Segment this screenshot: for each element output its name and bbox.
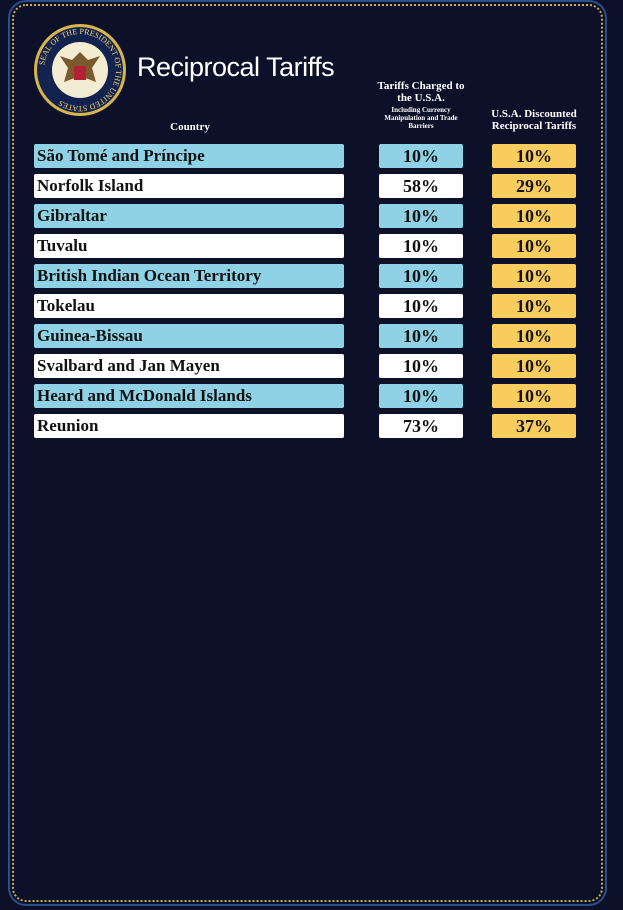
charged-cell: 10% <box>379 294 463 318</box>
charged-cell: 10% <box>379 384 463 408</box>
charged-cell: 10% <box>379 324 463 348</box>
reciprocal-cell: 10% <box>492 384 576 408</box>
charged-cell: 10% <box>379 234 463 258</box>
frame <box>12 4 603 902</box>
country-cell: Norfolk Island <box>34 174 344 198</box>
country-cell: Svalbard and Jan Mayen <box>34 354 344 378</box>
reciprocal-cell: 10% <box>492 324 576 348</box>
charged-cell: 73% <box>379 414 463 438</box>
charged-cell: 10% <box>379 264 463 288</box>
reciprocal-cell: 10% <box>492 204 576 228</box>
column-header: U.S.A. Discounted Reciprocal Tariffs <box>491 108 577 132</box>
country-cell: São Tomé and Príncipe <box>34 144 344 168</box>
seal: SEAL OF THE PRESIDENT OF THE UNITED STAT… <box>34 24 126 116</box>
reciprocal-cell: 10% <box>492 264 576 288</box>
charged-cell: 58% <box>379 174 463 198</box>
title: Reciprocal Tariffs <box>137 52 335 82</box>
reciprocal-cell: 10% <box>492 294 576 318</box>
reciprocal-cell: 10% <box>492 144 576 168</box>
country-cell: Guinea-Bissau <box>34 324 344 348</box>
reciprocal-cell: 10% <box>492 354 576 378</box>
country-cell: Tokelau <box>34 294 344 318</box>
column-header: Country <box>170 121 210 133</box>
reciprocal-cell: 37% <box>492 414 576 438</box>
country-cell: Gibraltar <box>34 204 344 228</box>
charged-cell: 10% <box>379 144 463 168</box>
column-note: Including Currency Manipulation and Trad… <box>384 106 458 130</box>
country-cell: Heard and McDonald Islands <box>34 384 344 408</box>
country-cell: British Indian Ocean Territory <box>34 264 344 288</box>
column-header: Tariffs Charged to the U.S.A. <box>377 80 465 104</box>
charged-cell: 10% <box>379 354 463 378</box>
shield <box>74 66 86 80</box>
country-cell: Tuvalu <box>34 234 344 258</box>
reciprocal-cell: 29% <box>492 174 576 198</box>
reciprocal-cell: 10% <box>492 234 576 258</box>
country-cell: Reunion <box>34 414 344 438</box>
charged-cell: 10% <box>379 204 463 228</box>
